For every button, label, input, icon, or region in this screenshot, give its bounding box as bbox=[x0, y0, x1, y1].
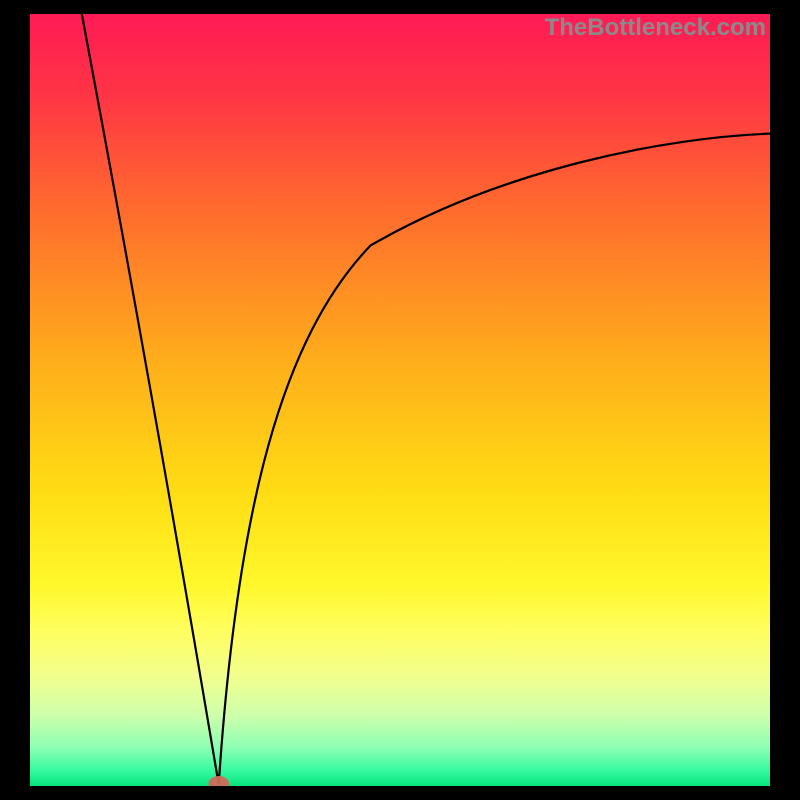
curve-layer bbox=[30, 14, 770, 786]
chart-container: { "canvas": { "width": 800, "height": 80… bbox=[0, 0, 800, 800]
plot-area bbox=[30, 14, 770, 786]
minimum-marker bbox=[208, 776, 229, 786]
bottleneck-curve bbox=[82, 14, 770, 784]
watermark-text: TheBottleneck.com bbox=[545, 14, 766, 42]
